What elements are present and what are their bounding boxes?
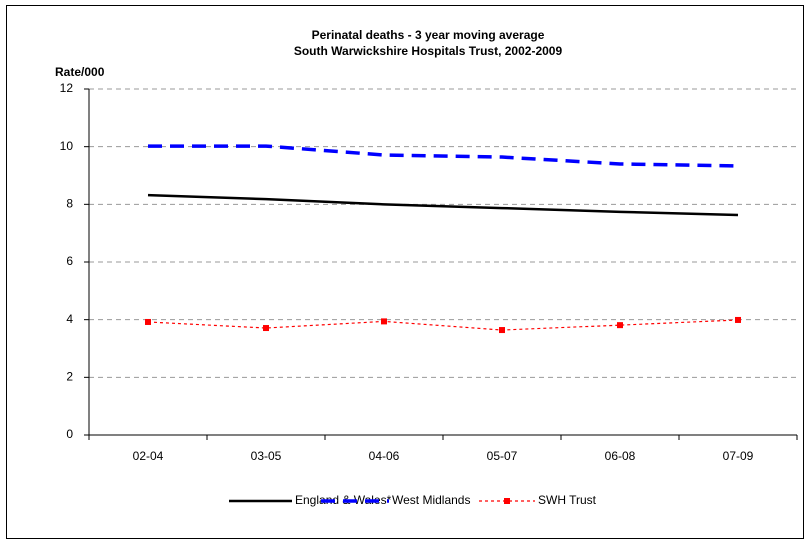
- y-tick-label: 10: [60, 139, 74, 153]
- y-tick-label: 0: [66, 427, 73, 441]
- chart-title: Perinatal deaths - 3 year moving average: [312, 28, 545, 42]
- point-marker: [617, 322, 623, 329]
- legend-marker: [504, 498, 510, 504]
- series-line: [148, 144, 739, 168]
- series-line: [147, 319, 739, 331]
- y-tick-label: 2: [66, 370, 73, 384]
- y-axis-label: Rate/000: [55, 65, 105, 79]
- series-line: [147, 193, 739, 217]
- point-marker: [735, 316, 741, 323]
- x-tick-label: 02-04: [133, 449, 164, 463]
- point-marker: [145, 318, 151, 325]
- x-tick-label: 07-09: [723, 449, 754, 463]
- x-tick-label: 04-06: [369, 449, 400, 463]
- x-tick-label: 05-07: [487, 449, 518, 463]
- chart-frame: [6, 5, 804, 539]
- legend-label: West Midlands: [392, 493, 470, 507]
- point-marker: [499, 327, 505, 334]
- y-tick-label: 8: [66, 197, 73, 211]
- y-tick-label: 12: [60, 81, 74, 95]
- y-tick-label: 4: [66, 312, 73, 326]
- x-tick-label: 03-05: [251, 449, 282, 463]
- x-tick-label: 06-08: [605, 449, 636, 463]
- legend-label: SWH Trust: [538, 493, 597, 507]
- y-tick-label: 6: [66, 254, 73, 268]
- point-marker: [263, 325, 269, 332]
- chart-subtitle: South Warwickshire Hospitals Trust, 2002…: [294, 44, 563, 58]
- point-marker: [381, 318, 387, 325]
